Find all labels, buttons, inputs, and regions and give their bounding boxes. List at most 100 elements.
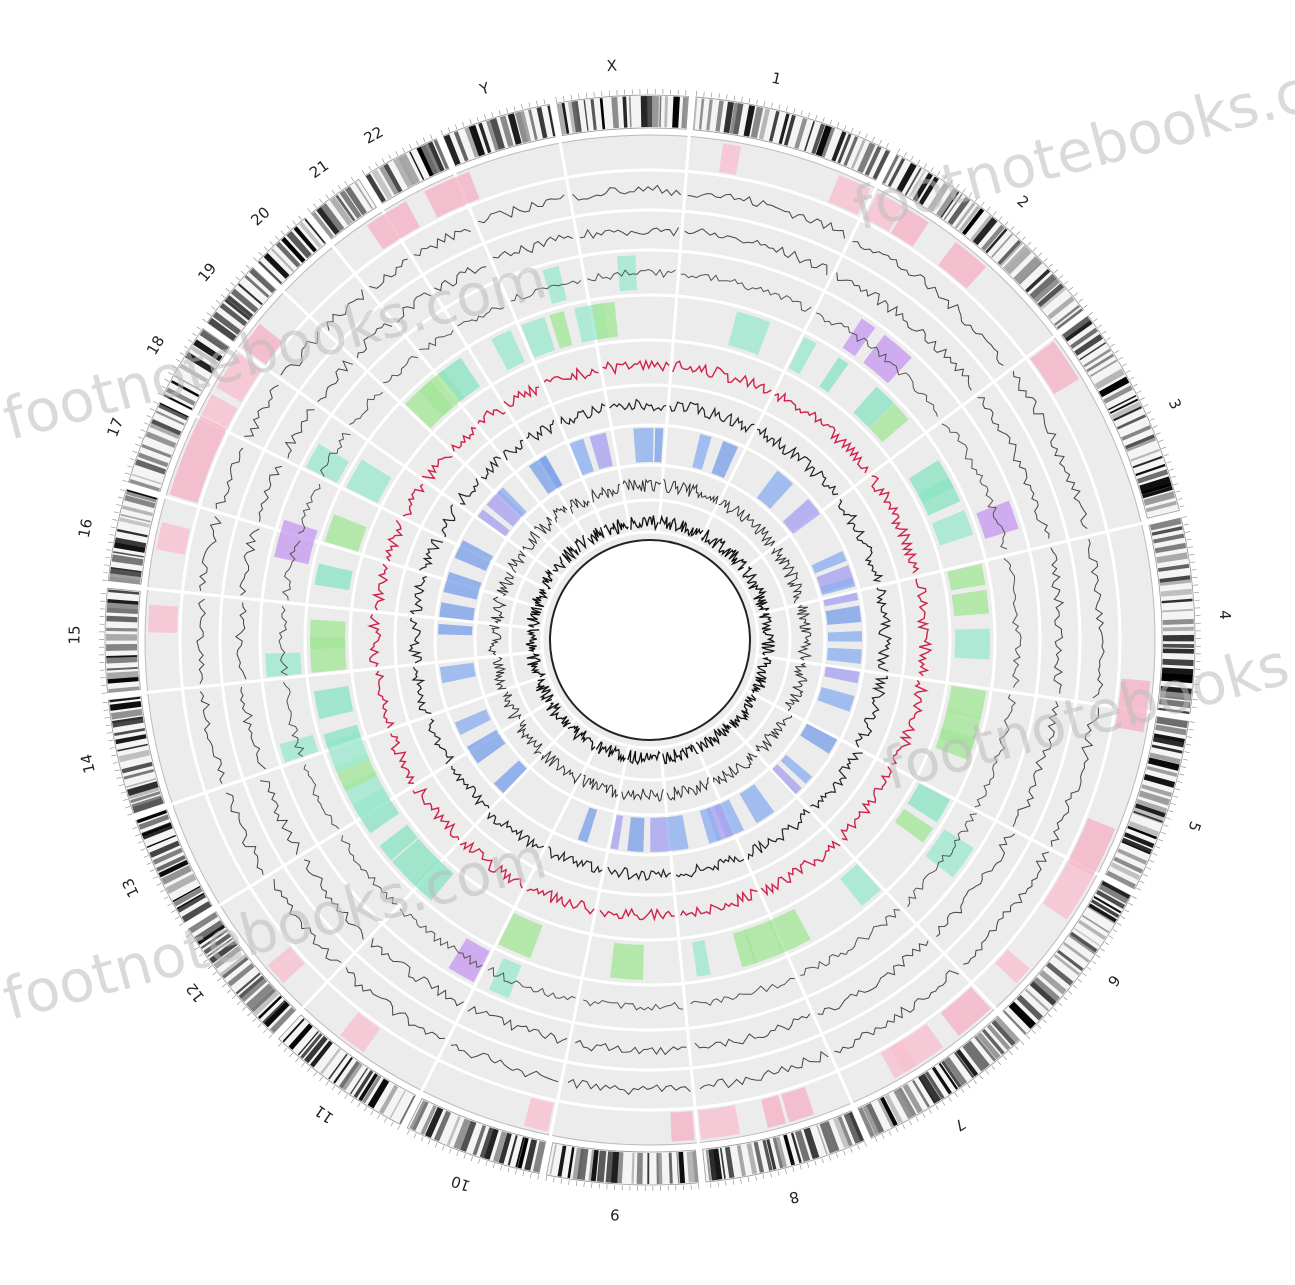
ideogram-tick [500, 1165, 503, 1171]
ideogram-tick [1108, 935, 1114, 939]
ideogram-tick [350, 1098, 355, 1104]
band [397, 155, 417, 186]
line-track [235, 602, 247, 680]
track-border [258, 248, 1042, 1032]
band [237, 283, 263, 306]
line-track [621, 788, 664, 802]
ideogram-tick [289, 1052, 294, 1057]
ideogram-tick [1026, 1035, 1031, 1040]
block [800, 723, 838, 754]
band [872, 149, 890, 180]
band [165, 873, 197, 894]
band [479, 1127, 494, 1159]
band [201, 329, 229, 350]
band [335, 194, 356, 222]
line-track [587, 268, 676, 282]
ideogram-tick [536, 100, 538, 106]
band [244, 275, 270, 298]
band [1018, 261, 1043, 285]
band [997, 239, 1023, 267]
line-track [297, 483, 321, 534]
ideogram-tick [560, 1178, 563, 1184]
ideogram-tick [112, 762, 118, 764]
band [1062, 316, 1092, 341]
ideogram-tick [1120, 916, 1126, 920]
ideogram-tick [370, 1110, 374, 1116]
line-track [239, 528, 260, 596]
ideogram-tick [163, 896, 169, 900]
ideogram-tick [111, 754, 117, 757]
block [439, 602, 475, 621]
line-track [574, 535, 587, 553]
ideogram-tick [198, 953, 204, 957]
block [493, 760, 527, 794]
ideogram-tick [331, 189, 336, 195]
band [379, 1084, 399, 1115]
block [274, 519, 318, 565]
band [200, 929, 228, 949]
band [1009, 1001, 1036, 1028]
line-track [713, 752, 758, 785]
band [986, 1024, 1011, 1051]
sector-divider [194, 414, 554, 594]
band [1108, 394, 1137, 411]
band [790, 1132, 802, 1164]
block [665, 815, 689, 852]
block [817, 686, 855, 712]
ideogram-tick [122, 479, 128, 483]
ideogram-tick [103, 709, 109, 711]
band [628, 96, 632, 128]
band [1130, 448, 1161, 462]
band [911, 1079, 931, 1108]
chromosome-label: 11 [311, 1101, 337, 1127]
block [610, 942, 644, 980]
band [141, 443, 172, 458]
line-track [796, 604, 813, 661]
sector-divider [722, 717, 998, 1011]
block [466, 729, 506, 764]
band [981, 1028, 1005, 1055]
block [520, 316, 556, 358]
block [699, 807, 722, 844]
ideogram-tick [879, 139, 882, 145]
ideogram-tick [441, 1145, 445, 1151]
ideogram-tick [850, 1147, 853, 1153]
ideogram-tick [1118, 356, 1123, 360]
line-track [680, 273, 812, 312]
ideogram-tick [109, 747, 115, 749]
ideogram-tick [1163, 824, 1169, 827]
ideogram-tick [537, 1174, 540, 1180]
ideogram-tick [778, 104, 781, 110]
ideogram-tick [1032, 247, 1037, 252]
band [743, 105, 756, 137]
band [106, 666, 138, 671]
band [1127, 820, 1160, 838]
ideogram-tick [413, 1133, 417, 1139]
band [762, 1139, 773, 1171]
sector-divider [145, 586, 543, 631]
band [121, 761, 153, 774]
band [588, 1149, 595, 1181]
band [109, 701, 142, 711]
band [219, 303, 248, 327]
band [961, 208, 985, 236]
ideogram-tick [307, 1067, 311, 1072]
block [951, 589, 989, 617]
chromosome-label: 6 [1104, 972, 1124, 990]
line-track [409, 576, 427, 615]
line-track [428, 718, 455, 765]
block [589, 432, 613, 470]
band [113, 551, 144, 558]
block [577, 807, 598, 843]
band [270, 248, 295, 272]
block [935, 728, 976, 761]
line-track [532, 589, 549, 608]
line-track [480, 456, 501, 480]
ideogram-tick [263, 246, 268, 251]
band [159, 402, 189, 418]
band [424, 142, 442, 174]
ideogram-tick [164, 378, 170, 382]
block [310, 619, 346, 650]
band [991, 233, 1013, 258]
band [1106, 870, 1136, 889]
